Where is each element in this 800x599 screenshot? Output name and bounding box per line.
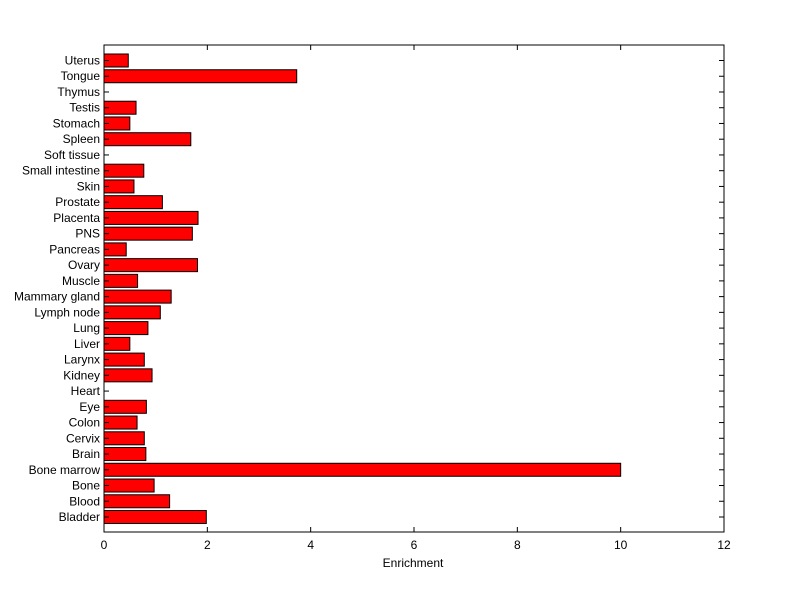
x-tick-label: 12 <box>717 538 731 552</box>
bar-placenta <box>103 210 199 225</box>
y-tick-label-blood: Blood <box>69 494 100 508</box>
bar-small-intestine <box>103 163 145 178</box>
bar-bladder <box>103 510 207 524</box>
y-tick-label-uterus: Uterus <box>65 54 100 68</box>
bar-spleen <box>103 132 192 147</box>
x-tick-label: 10 <box>614 538 628 552</box>
bar-kidney <box>103 368 153 383</box>
bar-cervix <box>103 431 145 446</box>
x-tick-label: 0 <box>101 538 108 552</box>
x-tick-label: 6 <box>411 538 418 552</box>
x-ticks-layer: 0 2 4 6 8 10 12 <box>101 45 731 552</box>
y-tick-label-tongue: Tongue <box>61 69 101 83</box>
y-tick-label-bone: Bone <box>72 479 100 493</box>
y-tick-label-kidney: Kidney <box>63 368 100 382</box>
x-axis-label: Enrichment <box>383 556 444 570</box>
y-tick-label-soft-tissue: Soft tissue <box>44 148 100 162</box>
y-tick-label-placenta: Placenta <box>53 211 100 225</box>
y-tick-label-thymus: Thymus <box>57 85 100 99</box>
plot-area <box>104 45 724 532</box>
y-tick-label-ovary: Ovary <box>68 258 100 272</box>
y-tick-label-pancreas: Pancreas <box>49 242 100 256</box>
y-tick-label-testis: Testis <box>69 101 100 115</box>
bar-tongue <box>103 69 298 84</box>
x-tick-label: 4 <box>307 538 314 552</box>
y-tick-label-brain: Brain <box>72 447 100 461</box>
y-tick-label-liver: Liver <box>74 337 100 351</box>
y-tick-label-mammary-gland: Mammary gland <box>14 290 100 304</box>
y-tick-label-small-intestine: Small intestine <box>22 164 100 178</box>
y-tick-label-lung: Lung <box>73 321 100 335</box>
y-tick-label-heart: Heart <box>71 384 101 398</box>
bar-larynx <box>103 352 145 367</box>
y-tick-label-cervix: Cervix <box>66 431 100 445</box>
y-tick-label-muscle: Muscle <box>62 274 100 288</box>
bar-bone-marrow <box>103 462 622 477</box>
y-tick-label-spleen: Spleen <box>63 132 100 146</box>
bar-eye <box>103 399 147 414</box>
bar-ovary <box>103 258 199 273</box>
y-tick-label-bone-marrow: Bone marrow <box>29 463 101 477</box>
bar-brain <box>103 447 147 462</box>
bar-blood <box>103 494 171 509</box>
x-tick-label: 8 <box>514 538 521 552</box>
y-tick-label-prostate: Prostate <box>55 195 100 209</box>
bar-lymph-node <box>103 305 161 320</box>
x-tick-label: 2 <box>204 538 211 552</box>
bar-bone <box>103 478 155 493</box>
plot-frame <box>103 44 725 533</box>
bar-muscle <box>103 273 139 288</box>
bar-lung <box>103 321 149 336</box>
y-tick-label-larynx: Larynx <box>64 353 100 367</box>
y-tick-label-bladder: Bladder <box>59 510 100 524</box>
y-tick-label-colon: Colon <box>69 416 100 430</box>
y-tick-label-eye: Eye <box>79 400 100 414</box>
y-tick-label-pns: PNS <box>75 227 100 241</box>
y-tick-label-lymph-node: Lymph node <box>34 305 100 319</box>
y-tick-label-skin: Skin <box>77 179 100 193</box>
bar-pns <box>103 226 193 241</box>
bar-mammary-gland <box>103 289 172 304</box>
bar-prostate <box>103 195 163 210</box>
y-tick-label-stomach: Stomach <box>53 116 100 130</box>
